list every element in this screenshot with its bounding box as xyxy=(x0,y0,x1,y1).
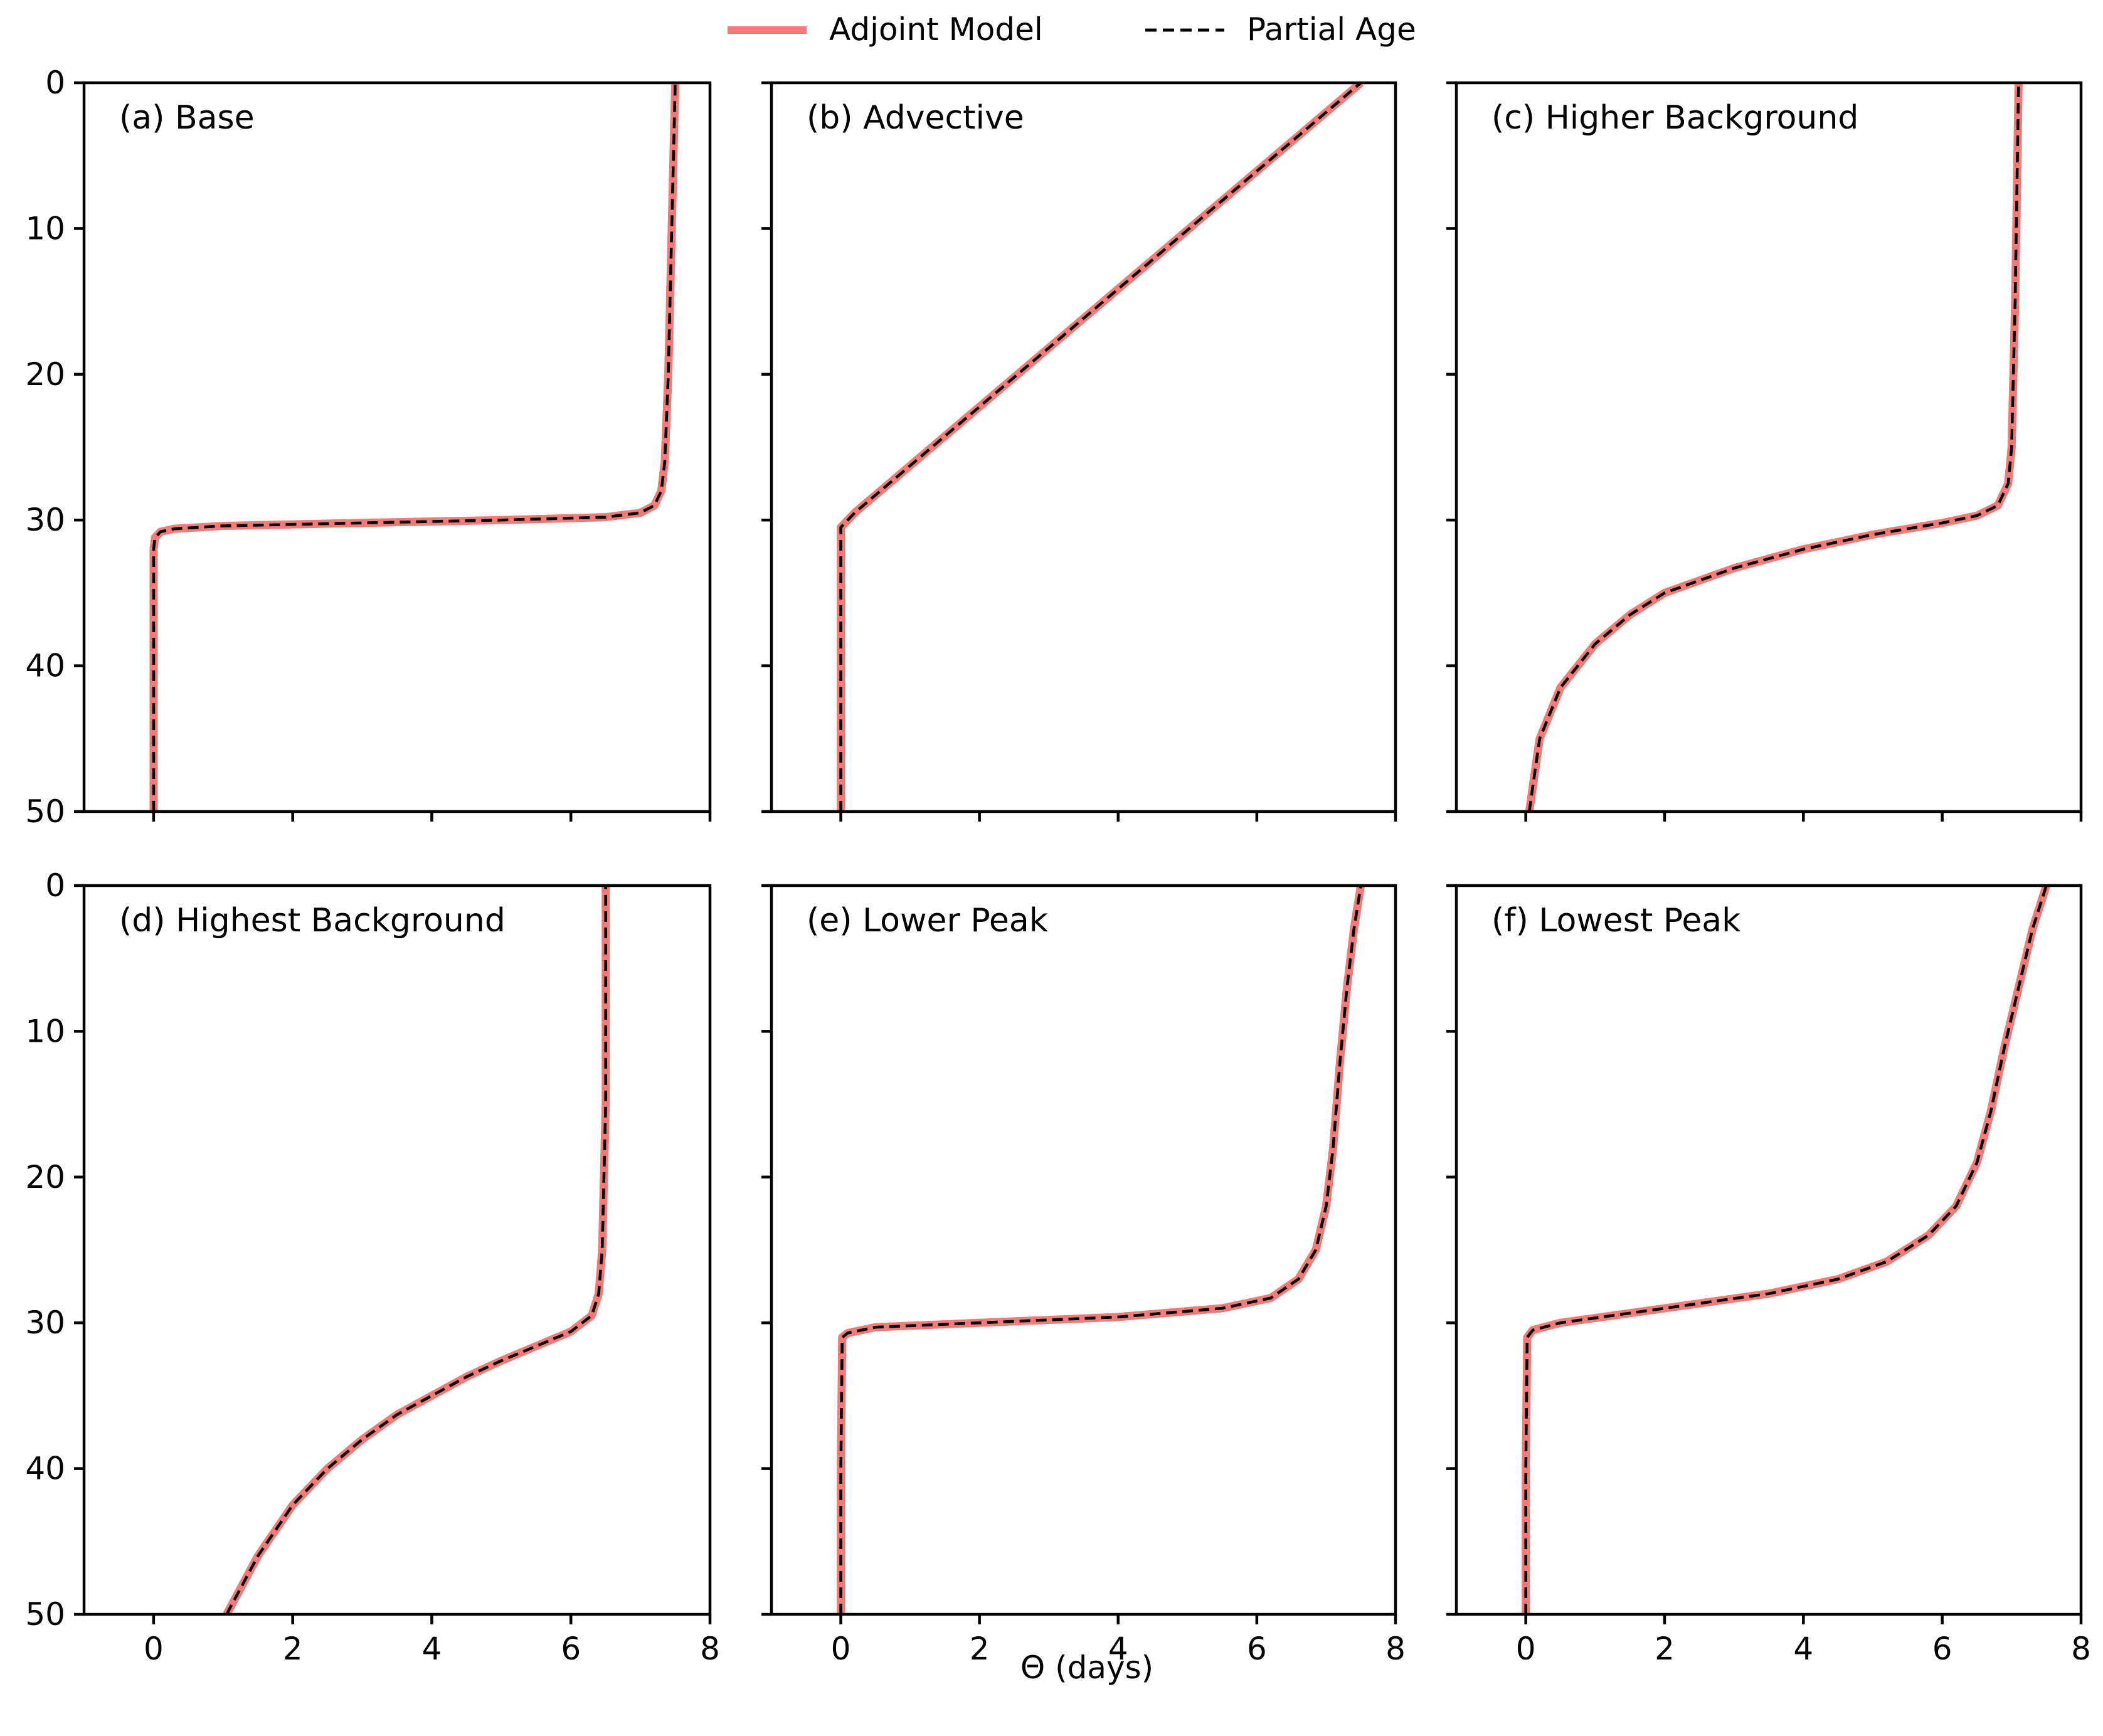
legend: Adjoint Model Partial Age xyxy=(728,11,1416,48)
series-adjoint-model xyxy=(223,886,610,1614)
x-tick-label: 8 xyxy=(2071,1631,2091,1667)
y-tick-label: 10 xyxy=(25,210,65,246)
series-adjoint-model xyxy=(1525,83,2023,812)
x-tick-label: 6 xyxy=(561,1631,581,1667)
panel-title: (c) Higher Background xyxy=(1491,99,1858,137)
x-tick-label: 8 xyxy=(1385,1631,1406,1667)
x-tick-label: 2 xyxy=(970,1631,990,1667)
panel-f: 0 2 4 6 8 (f) Lowest Peak xyxy=(1446,884,2091,1667)
series-adjoint-model xyxy=(149,83,680,812)
panel-title: (f) Lowest Peak xyxy=(1491,902,1740,939)
axes-frame xyxy=(1454,81,2083,813)
series-partial-age xyxy=(225,886,607,1614)
series-partial-age xyxy=(152,83,677,812)
y-tick-label: 50 xyxy=(25,1596,65,1633)
x-tick-label: 4 xyxy=(1108,1631,1128,1667)
panel-c: (c) Higher Background xyxy=(1446,81,2083,822)
axes-frame xyxy=(82,81,712,813)
panel-title: (b) Advective xyxy=(807,99,1024,137)
axes-frame xyxy=(770,81,1397,813)
x-tick-label: 4 xyxy=(422,1631,442,1667)
y-tick-label: 30 xyxy=(25,1305,65,1341)
x-tick-label: 6 xyxy=(1932,1631,1952,1667)
panel-b: (b) Advective xyxy=(761,81,1397,822)
panel-d: 0 10 20 30 40 50 0 2 4 6 8 (d) Highest Background xyxy=(25,867,720,1667)
y-tick-label: 40 xyxy=(25,648,65,684)
panel-title: (d) Highest Background xyxy=(119,902,506,939)
panel-e: 0 2 4 6 8 (e) Lower Peak xyxy=(761,884,1406,1667)
axes-frame xyxy=(82,884,712,1616)
x-tick-label: 0 xyxy=(144,1631,164,1667)
x-tick-label: 2 xyxy=(283,1631,303,1667)
series-partial-age xyxy=(1527,83,2020,812)
panel-a: 0 10 20 30 40 50 (a) Base xyxy=(25,65,712,830)
y-tick-label: 0 xyxy=(45,65,65,101)
y-tick-label: 0 xyxy=(45,867,65,904)
series-partial-age xyxy=(839,83,1362,812)
series-partial-age xyxy=(1524,886,2048,1614)
x-tick-label: 0 xyxy=(1516,1631,1536,1667)
x-tick-label: 8 xyxy=(700,1631,720,1667)
y-tick-label: 40 xyxy=(25,1451,65,1487)
x-tick-label: 0 xyxy=(831,1631,851,1667)
y-tick-label: 20 xyxy=(25,356,65,393)
axes-frame xyxy=(770,884,1397,1616)
y-tick-label: 30 xyxy=(25,502,65,538)
legend-adjoint-label: Adjoint Model xyxy=(829,11,1043,48)
axes-frame xyxy=(1454,884,2083,1616)
series-adjoint-model xyxy=(837,886,1365,1614)
x-axis-label: Θ (days) xyxy=(1020,1649,1153,1686)
panel-title: (a) Base xyxy=(119,99,255,137)
x-tick-label: 6 xyxy=(1247,1631,1267,1667)
x-tick-label: 2 xyxy=(1655,1631,1675,1667)
series-adjoint-model xyxy=(837,83,1364,812)
panel-title: (e) Lower Peak xyxy=(807,902,1048,939)
series-adjoint-model xyxy=(1522,886,2050,1614)
x-tick-label: 4 xyxy=(1793,1631,1813,1667)
y-tick-label: 20 xyxy=(25,1159,65,1195)
y-tick-label: 50 xyxy=(25,793,65,830)
legend-partial-age-label: Partial Age xyxy=(1247,11,1416,48)
series-partial-age xyxy=(839,886,1362,1614)
y-tick-label: 10 xyxy=(25,1013,65,1049)
